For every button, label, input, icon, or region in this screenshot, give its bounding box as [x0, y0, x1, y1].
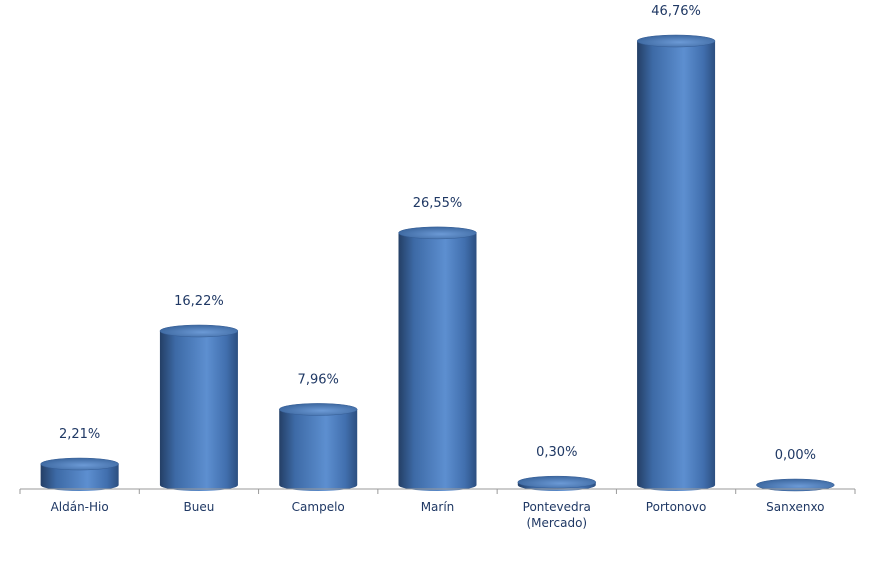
bar-3	[398, 226, 477, 492]
x-tick-label: Bueu	[184, 500, 215, 514]
bar-1	[159, 324, 239, 491]
data-label: 0,00%	[775, 448, 816, 463]
bar-2	[278, 403, 358, 491]
bar-body	[159, 330, 238, 491]
data-label: 0,30%	[536, 445, 577, 460]
bar-body	[398, 232, 477, 492]
x-tick-label: (Mercado)	[526, 516, 587, 530]
x-tick-label: Marín	[421, 500, 455, 514]
data-label: 7,96%	[298, 372, 339, 387]
x-tick-label: Portonovo	[646, 500, 707, 514]
bar-top	[40, 457, 119, 471]
bar-top	[756, 478, 835, 492]
x-tick-label: Aldán-Hio	[51, 500, 109, 514]
data-label: 2,21%	[59, 427, 100, 442]
bar-body	[40, 464, 119, 491]
bar-top	[278, 403, 358, 416]
data-label: 26,55%	[413, 196, 463, 211]
bar-top	[636, 34, 716, 48]
bar-body	[279, 409, 358, 491]
bar-0	[40, 457, 119, 491]
bar-body	[637, 41, 716, 491]
x-tick-label: Campelo	[292, 500, 345, 514]
data-label: 16,22%	[174, 294, 224, 309]
bar-5	[636, 34, 716, 491]
x-tick-label: Sanxenxo	[766, 500, 824, 514]
bar-top	[517, 475, 597, 489]
bar-top	[398, 226, 477, 240]
x-tick-label: Pontevedra	[523, 500, 591, 514]
data-label: 46,76%	[651, 4, 701, 19]
bar-top	[159, 324, 239, 338]
